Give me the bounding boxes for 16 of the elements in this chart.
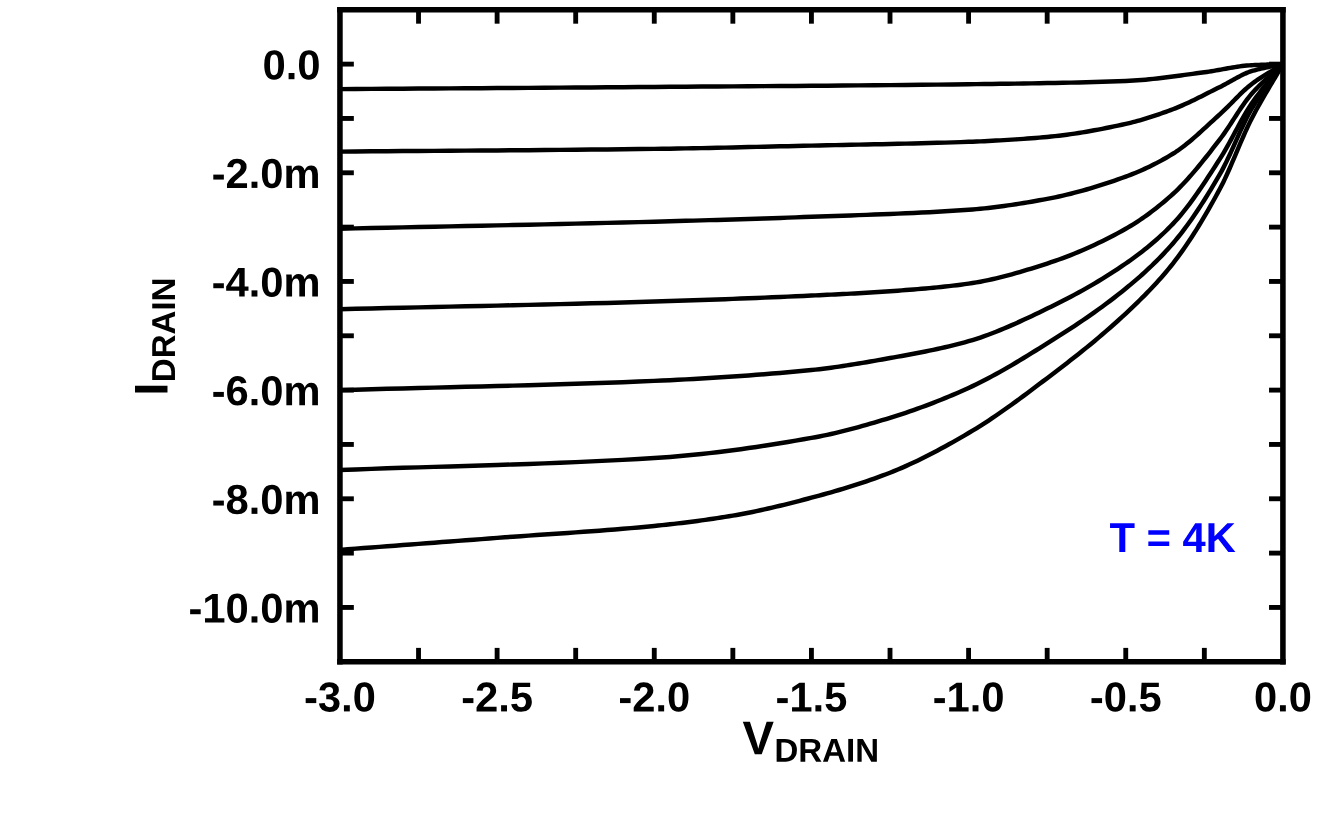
x-tick-label: -2.0 xyxy=(620,682,689,712)
y-tick-label: -8.0m xyxy=(213,484,318,515)
y-tick-label: -4.0m xyxy=(213,267,318,297)
x-tick-label: -1.5 xyxy=(777,682,847,712)
x-tick-label: -1.0 xyxy=(934,682,1003,712)
annotation: T = 4K xyxy=(1110,523,1236,552)
x-tick-label: -0.5 xyxy=(1091,682,1161,712)
x-tick-label: -3.0 xyxy=(305,682,375,712)
y-axis-title: I$_{DRAIN}$ xyxy=(135,279,175,393)
x-tick-label: -2.5 xyxy=(462,682,532,712)
y-tick-label: 0.0 xyxy=(264,50,319,80)
y-tick-label: -2.0m xyxy=(213,158,318,189)
x-tick-label: 0.0 xyxy=(1255,682,1311,712)
y-tick-label: -10.0m xyxy=(190,593,318,623)
y-tick-label: -6.0m xyxy=(213,376,318,406)
x-axis-title: V$_{DRAIN}$ xyxy=(742,721,877,762)
